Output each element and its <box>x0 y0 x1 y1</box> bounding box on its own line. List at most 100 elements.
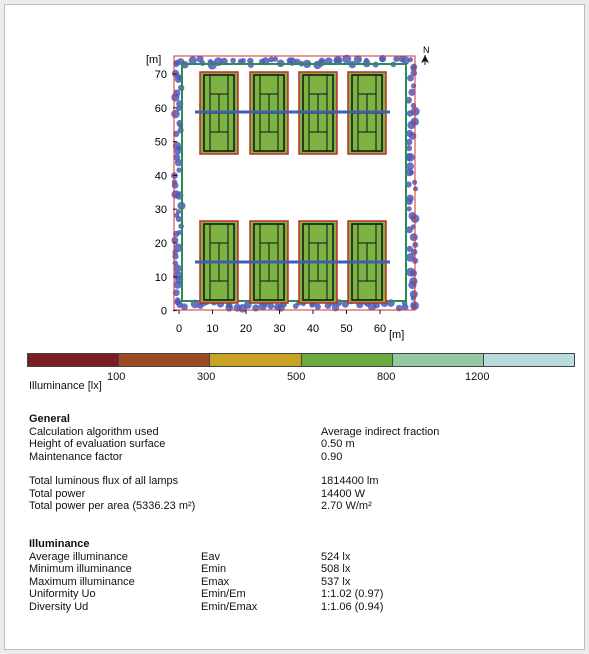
tree-dot <box>176 167 182 173</box>
tree-dot <box>173 280 182 289</box>
illuminance-row: Maximum illuminance Emax 537 lx <box>29 576 383 589</box>
general-section: General Calculation algorithm used Averag… <box>29 413 439 513</box>
illuminance-heading: Illuminance <box>29 538 90 550</box>
scale-tick: 1200 <box>465 371 490 383</box>
y-tick-label: 20 <box>155 238 167 250</box>
y-tick-label: 70 <box>155 69 167 81</box>
info-row: Total luminous flux of all lamps 1814400 … <box>29 475 439 488</box>
tree-dot <box>408 57 413 63</box>
scale-tick: 500 <box>287 371 306 383</box>
illuminance-scale <box>27 353 575 367</box>
tree-dot <box>172 253 179 260</box>
scale-segment-5 <box>392 354 484 366</box>
tree-dot <box>411 303 417 310</box>
tree-dot <box>181 303 188 311</box>
info-value: 2.70 W/m² <box>321 500 372 512</box>
tree-dot <box>341 300 349 308</box>
tree-dot <box>407 74 414 82</box>
tree-dot <box>406 206 412 212</box>
y-tick-label: 60 <box>155 103 167 115</box>
tree-dot <box>408 280 417 290</box>
y-axis-unit: [m] <box>146 54 161 66</box>
scale-tick: 800 <box>377 371 396 383</box>
metric-label: Diversity Ud <box>29 600 89 613</box>
tree-dot <box>172 289 180 297</box>
info-row: Height of evaluation surface 0.50 m <box>29 438 439 451</box>
tree-dot <box>174 75 183 83</box>
metric-label: Uniformity Uo <box>29 588 96 600</box>
tree-dot <box>342 54 352 64</box>
metric-symbol: Emin/Em <box>201 588 246 600</box>
general-heading: General <box>29 413 70 425</box>
site-plan: 70 60 50 40 30 20 10 0 0 10 20 30 40 50 60 [m] [m] N <box>146 45 430 341</box>
perimeter-path <box>181 63 407 302</box>
x-tick-label: 30 <box>273 323 285 335</box>
scale-segment-3 <box>210 354 302 366</box>
scale-tick: 100 <box>107 371 126 383</box>
x-tick-label: 10 <box>206 323 218 335</box>
tree-dot <box>405 168 414 177</box>
illuminance-row: Minimum illuminance Emin 508 lx <box>29 563 383 576</box>
tree-dot <box>175 216 182 223</box>
tree-dot <box>240 58 246 64</box>
info-value: 0.50 m <box>321 438 355 450</box>
tree-dot <box>407 121 416 130</box>
tree-dot <box>410 270 417 277</box>
tree-dot <box>171 109 180 119</box>
illuminance-row: Uniformity Uo Emin/Em 1:1.02 (0.97) <box>29 588 383 601</box>
info-label: Calculation algorithm used <box>29 425 159 438</box>
tree-dot <box>268 56 275 63</box>
x-axis: 0 10 20 30 40 50 60 <box>176 310 386 335</box>
tree-dot <box>334 57 342 65</box>
scale-segment-6 <box>483 354 575 366</box>
metric-label: Maximum illuminance <box>29 575 135 588</box>
tree-dot <box>171 236 179 244</box>
scale-title: Illuminance [lx] <box>29 380 102 392</box>
lighting-rows <box>195 110 390 264</box>
tree-dot <box>405 152 415 162</box>
info-row: Total power 14400 W <box>29 488 439 501</box>
tree-dot <box>406 110 414 117</box>
north-arrow-icon <box>421 55 429 65</box>
x-axis-unit: [m] <box>389 329 404 341</box>
metric-label: Minimum illuminance <box>29 563 132 575</box>
info-row: Total power per area (5336.23 m²) 2.70 W/… <box>29 500 439 513</box>
metric-value: 508 lx <box>321 563 351 575</box>
metric-label: Average illuminance <box>29 550 128 563</box>
y-tick-label: 30 <box>155 204 167 216</box>
report-page: 70 60 50 40 30 20 10 0 0 10 20 30 40 50 60 [m] [m] N … <box>4 4 585 650</box>
tree-dot <box>405 138 413 146</box>
info-label: Height of evaluation surface <box>29 438 166 450</box>
tree-dot <box>174 158 183 167</box>
info-label: Total power per area (5336.23 m²) <box>29 500 196 512</box>
tree-dot <box>405 226 413 234</box>
tree-dot <box>230 57 236 64</box>
tree-dot <box>272 56 278 62</box>
y-tick-label: 40 <box>155 170 167 182</box>
info-value: 1814400 lm <box>321 475 379 487</box>
tree-dot <box>173 230 180 238</box>
tree-dot <box>405 198 413 206</box>
tree-dot <box>379 55 387 63</box>
tree-dot <box>324 302 332 310</box>
metric-value: 537 lx <box>321 575 351 588</box>
tree-dot <box>401 56 410 65</box>
info-label: Total luminous flux of all lamps <box>29 475 179 487</box>
info-value: Average indirect fraction <box>321 425 440 438</box>
y-tick-label: 10 <box>155 272 167 284</box>
tree-dot <box>393 55 400 63</box>
info-row: Calculation algorithm used Average indire… <box>29 426 439 439</box>
tree-dot <box>174 147 182 155</box>
metric-value: 1:1.02 (0.97) <box>321 588 384 600</box>
tree-dot <box>405 181 412 188</box>
x-tick-label: 20 <box>240 323 252 335</box>
metric-value: 524 lx <box>321 550 351 563</box>
tree-dot <box>171 182 179 189</box>
metric-symbol: Emin/Emax <box>201 600 258 613</box>
illuminance-row: Diversity Ud Emin/Emax 1:1.06 (0.94) <box>29 601 383 614</box>
tree-dot <box>176 105 182 112</box>
x-tick-label: 60 <box>374 323 386 335</box>
tree-dot <box>406 162 415 170</box>
tree-dot <box>171 93 180 102</box>
tree-dot <box>175 299 181 306</box>
